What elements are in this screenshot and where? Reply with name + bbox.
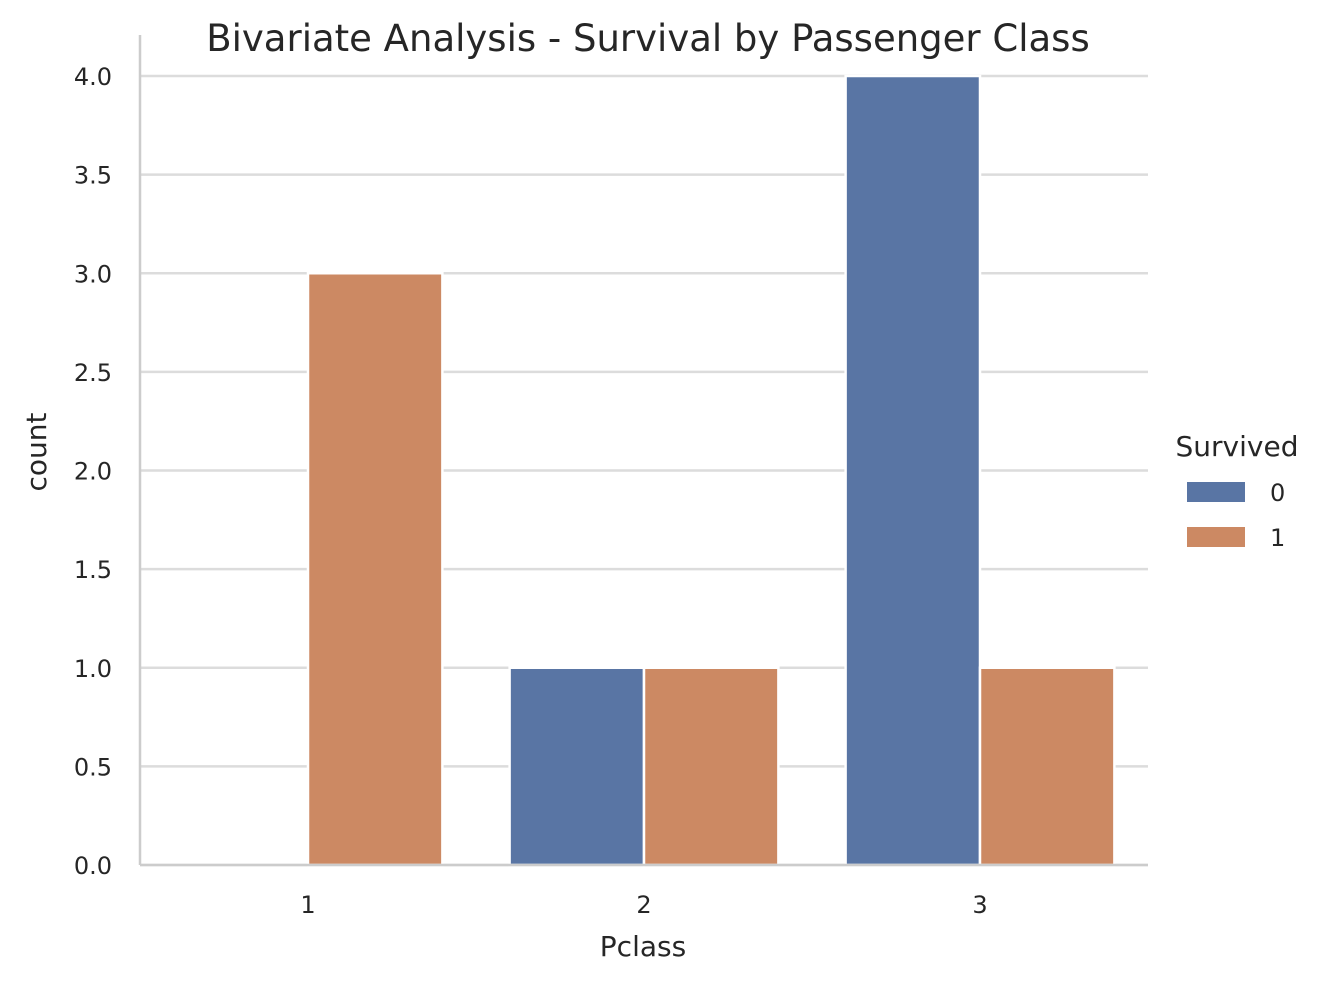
y-tick-label: 0.0	[74, 852, 112, 880]
legend-swatch-1	[1187, 527, 1245, 547]
legend-title: Survived	[1176, 430, 1299, 463]
y-tick-label: 4.0	[74, 63, 112, 91]
chart-title: Bivariate Analysis - Survival by Passeng…	[206, 17, 1089, 60]
y-tick-label: 1.0	[74, 655, 112, 683]
y-tick-label: 0.5	[74, 753, 112, 781]
x-tick-label: 1	[300, 891, 315, 919]
bar-pclass-3-survived-1	[978, 666, 1116, 867]
x-axis-title: Pclass	[600, 930, 686, 963]
bar-pclass-3-survived-0	[844, 74, 982, 867]
bar-pclass-1-survived-1	[306, 272, 444, 867]
y-axis-title: count	[20, 412, 53, 491]
y-tick-label: 2.0	[74, 458, 112, 486]
legend-swatch-0	[1187, 482, 1245, 502]
y-tick-labels: 0.0 0.5 1.0 1.5 2.0 2.5 3.0 3.5 4.0	[74, 63, 112, 880]
y-tick-label: 1.5	[74, 556, 112, 584]
x-tick-labels: 1 2 3	[300, 891, 987, 919]
y-tick-label: 3.5	[74, 162, 112, 190]
bar-pclass-2-survived-0	[508, 666, 646, 867]
y-tick-label: 2.5	[74, 359, 112, 387]
legend-label-1: 1	[1270, 524, 1285, 552]
y-tick-label: 3.0	[74, 260, 112, 288]
legend: Survived 01	[1176, 430, 1299, 552]
x-tick-label: 2	[636, 891, 651, 919]
bar-pclass-2-survived-1	[642, 666, 780, 867]
bars	[306, 74, 1116, 867]
axis-spines	[138, 35, 1148, 867]
legend-items: 01	[1187, 479, 1285, 552]
legend-label-0: 0	[1270, 479, 1285, 507]
x-tick-label: 3	[972, 891, 987, 919]
